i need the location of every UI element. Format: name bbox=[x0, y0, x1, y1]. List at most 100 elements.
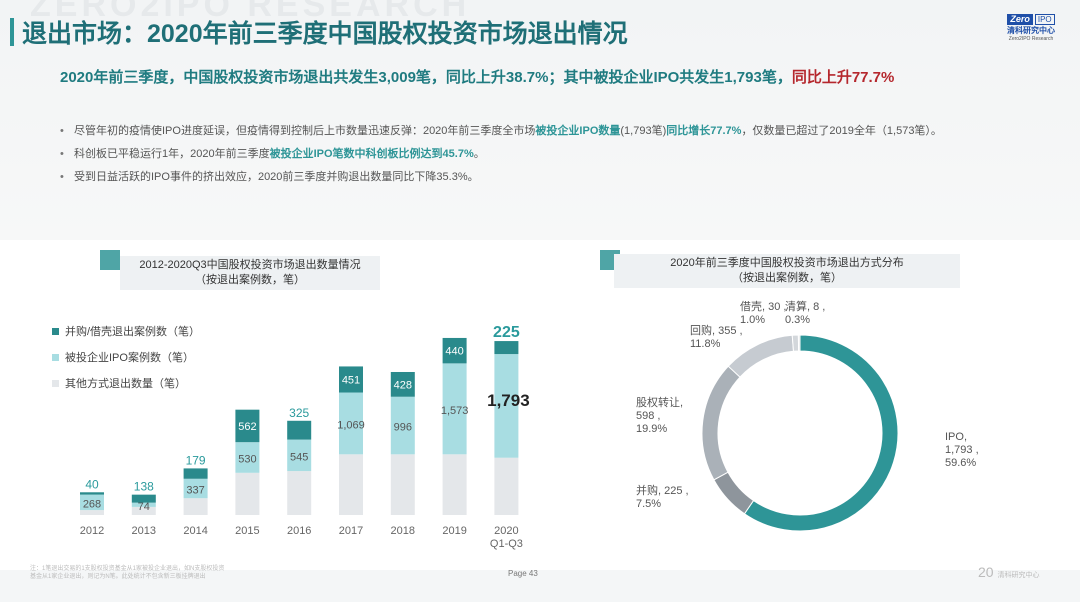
data-label: 451 bbox=[342, 374, 360, 386]
headline-main: 2020年前三季度，中国股权投资市场退出共发生3,009笔，同比上升38.7%；… bbox=[60, 69, 792, 86]
donut-label: 回购, 355 , bbox=[690, 323, 743, 337]
donut-label: 59.6% bbox=[945, 457, 976, 469]
bar-segment bbox=[131, 506, 156, 515]
donut-slice bbox=[797, 334, 801, 352]
donut-label: 并购, 225 , bbox=[636, 483, 689, 497]
bullet-item: 受到日益活跃的IPO事件的挤出效应，2020前三季度并购退出数量同比下降35.3… bbox=[60, 168, 1020, 186]
bar-segment bbox=[494, 341, 519, 355]
data-label: 179 bbox=[186, 453, 206, 467]
donut-label: 股权转让, bbox=[636, 395, 683, 409]
bar-segment bbox=[339, 392, 363, 455]
donut-label: 11.8% bbox=[690, 338, 721, 350]
bar-segment bbox=[183, 468, 208, 479]
x-tick-label: 2012 bbox=[80, 525, 104, 537]
logo-en: Zero2IPO Research bbox=[1008, 36, 1054, 42]
donut-slice bbox=[791, 334, 800, 352]
data-label: 40 bbox=[85, 477, 99, 491]
data-label: 1,069 bbox=[337, 419, 365, 431]
donut-slice bbox=[701, 365, 741, 481]
bar-segment bbox=[287, 439, 312, 472]
data-label: 325 bbox=[289, 406, 309, 420]
bar-segment bbox=[235, 472, 260, 515]
x-tick-label: 2018 bbox=[391, 525, 415, 537]
page-title: 退出市场：2020年前三季度中国股权投资市场退出情况 bbox=[22, 20, 628, 48]
data-label: 428 bbox=[394, 379, 412, 391]
bar-segment bbox=[287, 420, 312, 440]
bar-segment bbox=[339, 454, 363, 515]
bar-segment bbox=[442, 337, 467, 364]
bullet-item: 科创板已平稳运行1年，2020年前三季度被投企业IPO笔数中科创板比例达到45.… bbox=[60, 145, 1020, 163]
x-tick-label: 2015 bbox=[235, 525, 259, 537]
donut-label: 19.9% bbox=[636, 423, 667, 435]
data-label: 138 bbox=[134, 480, 154, 494]
footer-logo: 20 清科研究中心 bbox=[978, 564, 1040, 580]
x-tick-label: 2016 bbox=[287, 525, 311, 537]
bar-segment bbox=[183, 478, 208, 499]
bar-segment bbox=[442, 454, 467, 515]
x-tick-label: 2019 bbox=[442, 525, 466, 537]
bar-segment bbox=[80, 492, 104, 495]
bar-segment bbox=[390, 454, 415, 515]
bar-segment bbox=[80, 510, 104, 515]
bar-segment bbox=[390, 396, 415, 455]
bar-segment bbox=[339, 366, 363, 393]
footnote: 注：1笔退出交易的1支股权投资基金从1家被投企业退出，如N支股权投资基金从1家企… bbox=[30, 566, 225, 580]
bullet-list: 尽管年初的疫情使IPO进度延误，但疫情得到控制后上市数量迅速反弹：2020年前三… bbox=[60, 122, 1020, 191]
donut-label: IPO, bbox=[945, 431, 967, 443]
data-label: 74 bbox=[138, 501, 150, 513]
data-label: 562 bbox=[238, 421, 256, 433]
x-tick-label: 2013 bbox=[132, 525, 156, 537]
x-tick-label: 2014 bbox=[183, 525, 207, 537]
donut-label: 清算, 8 , bbox=[785, 299, 825, 313]
donut-label: 借壳, 30 , bbox=[740, 299, 786, 313]
bar-segment bbox=[131, 494, 156, 503]
page-number: Page 43 bbox=[508, 569, 538, 578]
donut-chart-title: 2020年前三季度中国股权投资市场退出方式分布 （按退出案例数，笔） bbox=[614, 254, 960, 288]
data-label: 545 bbox=[290, 451, 308, 463]
donut-slice bbox=[727, 334, 795, 378]
bar-segment bbox=[494, 457, 519, 515]
bar-segment bbox=[287, 471, 312, 515]
watermark: ZERO2IPO RESEARCH bbox=[30, 0, 471, 24]
data-label: 1,573 bbox=[441, 405, 469, 417]
x-tick-label: 2020 bbox=[494, 525, 518, 537]
x-tick-label: 2017 bbox=[339, 525, 363, 537]
logo-text: IPO bbox=[1034, 14, 1055, 25]
bar-segment bbox=[183, 498, 208, 515]
data-label: 1,793 bbox=[487, 391, 530, 410]
donut-label: 598 , bbox=[636, 410, 660, 422]
headline: 2020年前三季度，中国股权投资市场退出共发生3,009笔，同比上升38.7%；… bbox=[60, 68, 1020, 88]
legend-item: 并购/借壳退出案例数（笔） bbox=[52, 318, 200, 344]
bar-segment bbox=[442, 363, 467, 455]
chart-title-marker bbox=[100, 250, 120, 270]
data-label: 337 bbox=[186, 484, 204, 496]
bar-segment bbox=[80, 494, 104, 511]
charts-panel bbox=[0, 240, 1080, 570]
x-tick-label: Q1-Q3 bbox=[490, 538, 523, 550]
logo-text: Zero bbox=[1007, 14, 1033, 25]
donut-slice bbox=[713, 471, 755, 515]
bar-segment bbox=[235, 442, 260, 473]
legend-item: 其他方式退出数量（笔） bbox=[52, 370, 200, 396]
zero2ipo-logo: Zero IPO 清科研究中心 Zero2IPO Research bbox=[1000, 14, 1062, 42]
donut-label: 1.0% bbox=[740, 314, 765, 326]
data-label: 530 bbox=[238, 453, 256, 465]
logo-cn: 清科研究中心 bbox=[1007, 26, 1055, 35]
donut-label: 1,793 , bbox=[945, 444, 979, 456]
title-accent-bar bbox=[10, 18, 14, 46]
data-label: 440 bbox=[445, 346, 463, 358]
data-label: 268 bbox=[83, 498, 101, 510]
bar-chart-title: 2012-2020Q3中国股权投资市场退出数量情况 （按退出案例数，笔） bbox=[120, 256, 380, 290]
data-label: 996 bbox=[394, 422, 412, 434]
bar-segment bbox=[494, 354, 519, 458]
bar-segment bbox=[131, 502, 156, 507]
headline-highlight: 同比上升77.7% bbox=[791, 69, 895, 86]
summary-area: ZERO2IPO RESEARCH bbox=[0, 0, 1080, 240]
bar-segment bbox=[390, 371, 415, 397]
donut-label: 0.3% bbox=[785, 314, 810, 326]
donut-label: 7.5% bbox=[636, 498, 661, 510]
bar-legend: 并购/借壳退出案例数（笔） 被投企业IPO案例数（笔） 其他方式退出数量（笔） bbox=[52, 318, 200, 396]
data-label: 225 bbox=[493, 324, 520, 341]
bullet-item: 尽管年初的疫情使IPO进度延误，但疫情得到控制后上市数量迅速反弹：2020年前三… bbox=[60, 122, 1020, 140]
